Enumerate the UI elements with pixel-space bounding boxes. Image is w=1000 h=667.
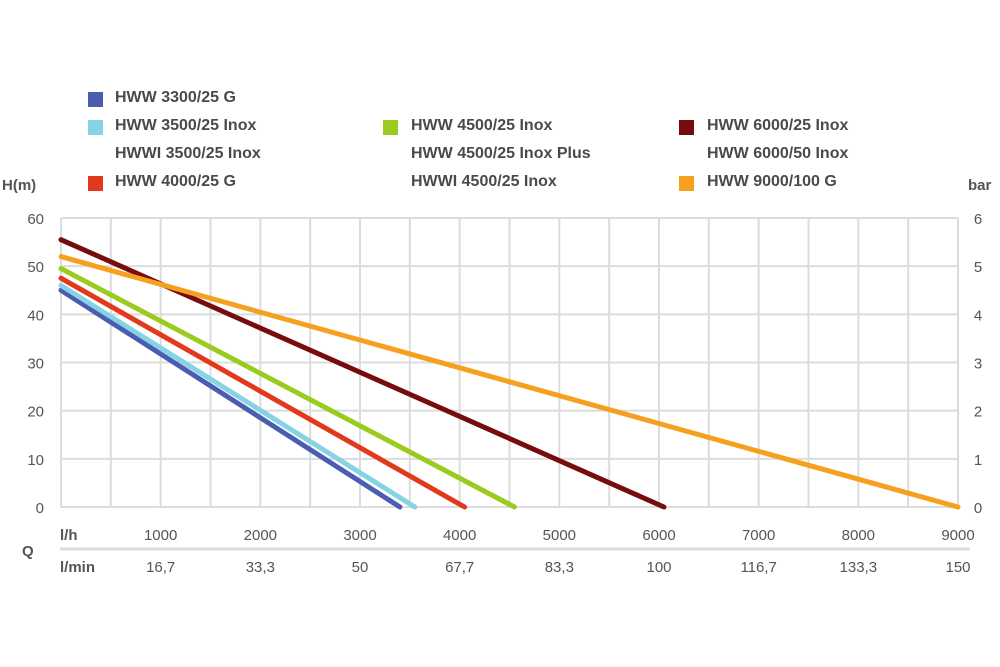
y-right-tick-label: 2 [974, 404, 982, 421]
legend-label: HWW 6000/25 Inox [707, 117, 849, 134]
x-tick-label-lmin: 33,3 [246, 559, 275, 576]
legend-swatch [88, 120, 103, 135]
x-tick-label-lmin: 67,7 [445, 559, 474, 576]
series-line [58, 254, 961, 510]
x-unit-label: l/h [60, 527, 78, 544]
series-line [58, 275, 468, 510]
x-tick-label: 5000 [543, 527, 576, 544]
y-tick-label: 0 [36, 500, 44, 517]
y-tick-label: 60 [27, 211, 44, 228]
series-line [58, 287, 403, 510]
y-right-axis-label: bar [968, 177, 992, 194]
legend-label: HWW 9000/100 G [707, 173, 837, 190]
x-tick-label-lmin: 150 [945, 559, 970, 576]
legend-label: HWW 6000/50 Inox [707, 145, 849, 162]
legend-label: HWW 4500/25 Inox [411, 117, 553, 134]
legend-label: HWW 3300/25 G [115, 89, 236, 106]
x-axis-label: Q [22, 543, 34, 560]
x-tick-label: 7000 [742, 527, 775, 544]
legend-swatch [679, 176, 694, 191]
legend-label: HWW 4000/25 G [115, 173, 236, 190]
y-tick-label: 10 [27, 452, 44, 469]
x-tick-label-lmin: 16,7 [146, 559, 175, 576]
x-tick-label-lmin: 133,3 [840, 559, 878, 576]
y-right-tick-label: 6 [974, 211, 982, 228]
legend-label: HWWI 3500/25 Inox [115, 145, 261, 162]
y-tick-label: 30 [27, 356, 44, 373]
x-tick-label-lmin: 116,7 [740, 559, 776, 576]
x-tick-label-lmin: 83,3 [545, 559, 574, 576]
legend-label: HWW 3500/25 Inox [115, 117, 257, 134]
x-unit-label: l/min [60, 559, 95, 576]
legend-label: HWW 4500/25 Inox Plus [411, 145, 591, 162]
y-right-tick-label: 3 [974, 356, 982, 373]
y-right-tick-label: 4 [974, 307, 982, 324]
series-line [58, 282, 418, 510]
y-tick-label: 40 [27, 307, 44, 324]
x-tick-label-lmin: 50 [352, 559, 369, 576]
x-tick-label: 2000 [244, 527, 277, 544]
legend-swatch [88, 176, 103, 191]
x-tick-label: 4000 [443, 527, 476, 544]
y-tick-label: 50 [27, 259, 44, 276]
x-tick-label-lmin: 100 [646, 559, 671, 576]
y-right-tick-label: 5 [974, 259, 982, 276]
series-line [58, 266, 517, 510]
legend-swatch [88, 92, 103, 107]
legend-label: HWWI 4500/25 Inox [411, 173, 557, 190]
y-axis-label: H(m) [2, 177, 36, 194]
legend-swatch [383, 120, 398, 135]
x-tick-label: 6000 [642, 527, 675, 544]
x-tick-label: 1000 [144, 527, 177, 544]
y-tick-label: 20 [27, 404, 44, 421]
x-tick-label: 8000 [842, 527, 875, 544]
x-tick-label: 9000 [941, 527, 974, 544]
x-tick-label: 3000 [343, 527, 376, 544]
y-right-tick-label: 0 [974, 500, 982, 517]
legend-swatch [679, 120, 694, 135]
y-right-tick-label: 1 [974, 452, 982, 469]
